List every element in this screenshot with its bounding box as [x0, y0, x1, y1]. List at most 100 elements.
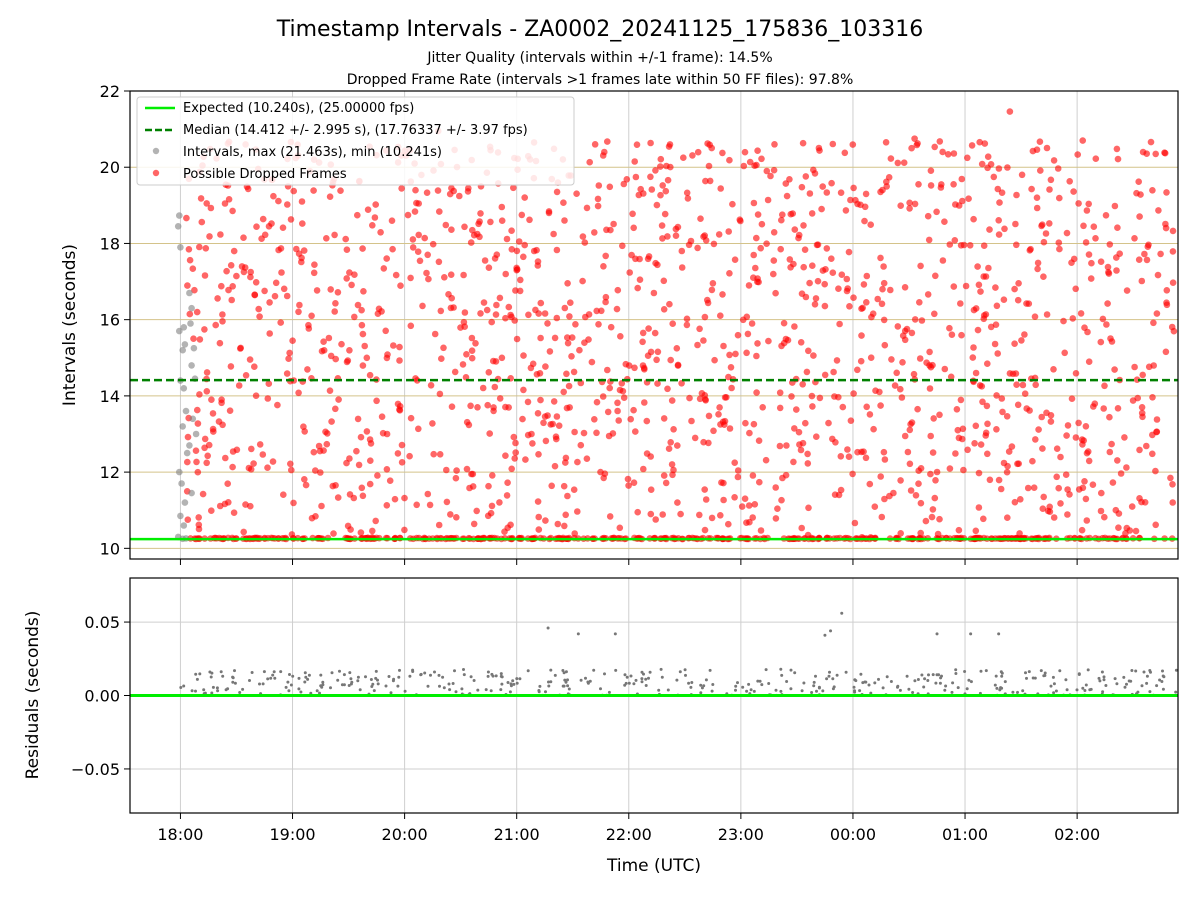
residual-point — [984, 669, 988, 673]
dropped-frame-point — [927, 432, 934, 440]
dropped-frame-point — [645, 325, 652, 332]
dropped-frame-point — [770, 270, 777, 278]
dropped-frame-point — [383, 502, 391, 509]
dropped-frame-point — [922, 517, 930, 525]
dropped-frame-point — [862, 454, 870, 462]
dropped-frame-point — [1135, 256, 1143, 264]
dropped-frame-point — [928, 513, 936, 521]
dropped-frame-point — [334, 494, 342, 501]
dropped-frame-point — [717, 421, 724, 428]
residual-point — [564, 670, 568, 674]
dropped-frame-point — [1031, 313, 1039, 321]
dropped-frame-point — [508, 313, 515, 321]
dropped-frame-point — [594, 202, 602, 210]
dropped-frame-point — [708, 514, 716, 522]
dropped-frame-point — [1112, 506, 1120, 514]
dropped-frame-point — [382, 327, 390, 335]
dropped-frame-point — [553, 246, 561, 254]
residual-point — [935, 632, 939, 636]
dropped-frame-point — [1143, 256, 1151, 264]
residual-point — [258, 682, 261, 686]
dropped-frame-point — [797, 339, 805, 346]
dropped-frame-point — [799, 439, 807, 447]
residual-point — [374, 669, 378, 673]
residual-point — [666, 688, 670, 692]
residual-point — [262, 670, 266, 674]
dropped-frame-point — [579, 277, 586, 285]
residual-point — [969, 632, 973, 636]
residual-point — [588, 679, 592, 683]
residuals-ytick-label-1: 0.00 — [84, 687, 120, 706]
dropped-frame-point — [957, 300, 964, 307]
dropped-frame-point — [669, 471, 676, 479]
dropped-frame-point — [1070, 188, 1077, 195]
dropped-frame-point — [881, 341, 889, 349]
residual-point — [1000, 674, 1004, 678]
intervals-ytick-label-1: 12 — [100, 463, 120, 482]
dropped-frame-point — [337, 187, 344, 194]
dropped-frame-point — [634, 284, 641, 292]
residual-point — [950, 690, 954, 694]
dropped-frame-point — [842, 207, 850, 214]
residual-point — [269, 676, 273, 680]
dropped-frame-point — [975, 504, 983, 511]
dropped-frame-point — [732, 350, 739, 358]
residual-point — [896, 684, 900, 688]
interval-point — [188, 489, 195, 497]
residual-point — [231, 680, 235, 684]
dropped-frame-point — [215, 418, 223, 425]
dropped-frame-point — [524, 398, 532, 406]
residual-point — [448, 688, 452, 692]
dropped-frame-point — [216, 339, 224, 347]
dropped-frame-point — [388, 217, 396, 224]
dropped-frame-point — [614, 407, 621, 415]
dropped-frame-point — [346, 269, 353, 276]
dropped-frame-point — [900, 159, 908, 166]
residual-point — [867, 683, 871, 687]
dropped-frame-point — [593, 398, 601, 406]
dropped-frame-point — [838, 271, 846, 279]
residual-point — [336, 678, 340, 682]
dropped-frame-point — [976, 138, 983, 146]
dropped-frame-point — [717, 512, 724, 519]
dropped-frame-point — [974, 326, 982, 334]
dropped-frame-point — [435, 258, 443, 266]
residual-point — [752, 689, 756, 693]
dropped-frame-point — [355, 461, 363, 469]
dropped-frame-point — [715, 411, 722, 418]
dropped-frame-point — [726, 156, 733, 164]
residual-point — [1039, 669, 1043, 673]
dropped-frame-point — [326, 193, 334, 200]
dropped-frame-point — [749, 514, 756, 521]
dropped-frame-point — [616, 386, 624, 394]
dropped-frame-point — [1025, 300, 1033, 308]
residual-point — [1145, 674, 1149, 678]
dropped-frame-point — [1056, 245, 1063, 253]
dropped-frame-point — [1012, 220, 1019, 228]
residual-point — [1064, 678, 1068, 682]
intervals-ytick-label-5: 20 — [100, 158, 120, 177]
dropped-frame-point — [1053, 445, 1061, 453]
dropped-frame-point — [310, 448, 318, 456]
dropped-frame-point — [283, 370, 291, 377]
dropped-frame-point — [1128, 503, 1136, 510]
residual-point — [231, 675, 235, 679]
dropped-frame-point — [485, 264, 493, 272]
dropped-frame-point — [791, 323, 798, 330]
dropped-frame-point — [881, 495, 888, 503]
residual-point — [993, 683, 997, 687]
dropped-frame-point — [739, 316, 747, 324]
dropped-frame-point — [328, 418, 335, 425]
dropped-frame-point — [288, 466, 295, 474]
dropped-frame-point — [1169, 248, 1177, 255]
dropped-frame-point — [846, 303, 853, 310]
residual-point — [349, 682, 353, 686]
dropped-frame-point — [363, 428, 371, 435]
dropped-frame-point — [754, 147, 761, 154]
dropped-frame-point — [1001, 225, 1008, 233]
residual-point — [934, 681, 938, 685]
dropped-frame-point — [717, 312, 724, 320]
dropped-frame-point — [811, 301, 819, 308]
dropped-frame-point — [544, 320, 551, 327]
